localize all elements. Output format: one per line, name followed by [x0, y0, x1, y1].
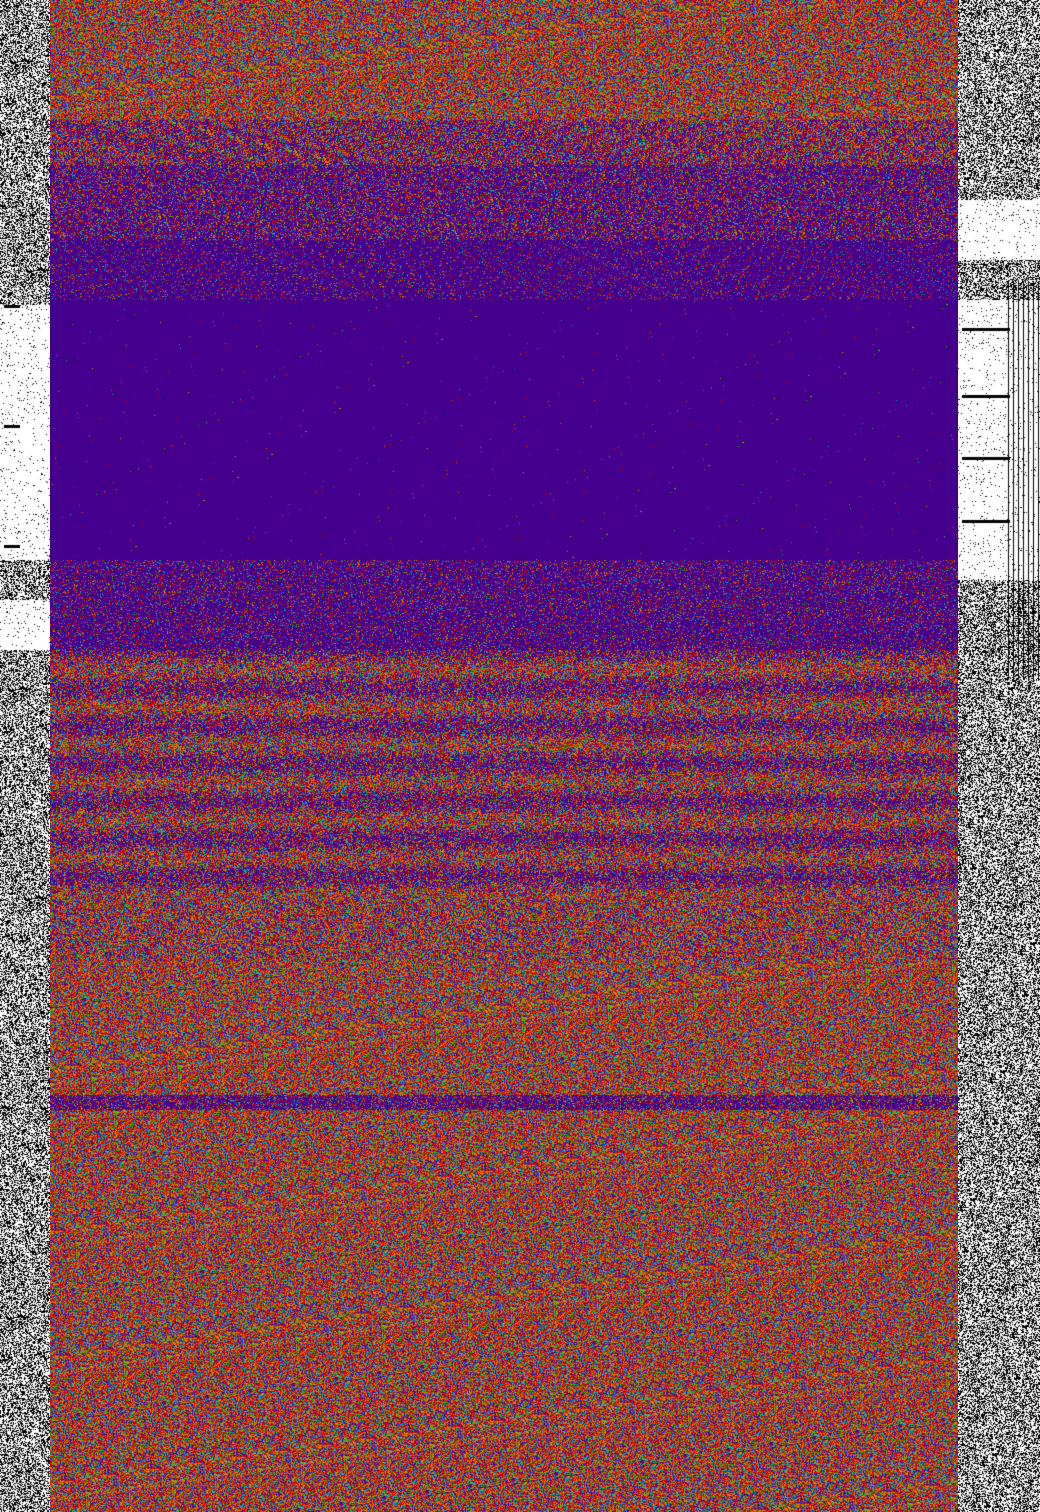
left-margin-noise-strip — [0, 0, 50, 1512]
right-margin-noise-strip — [958, 0, 1040, 1512]
false-color-spectrogram-image — [50, 0, 958, 1512]
